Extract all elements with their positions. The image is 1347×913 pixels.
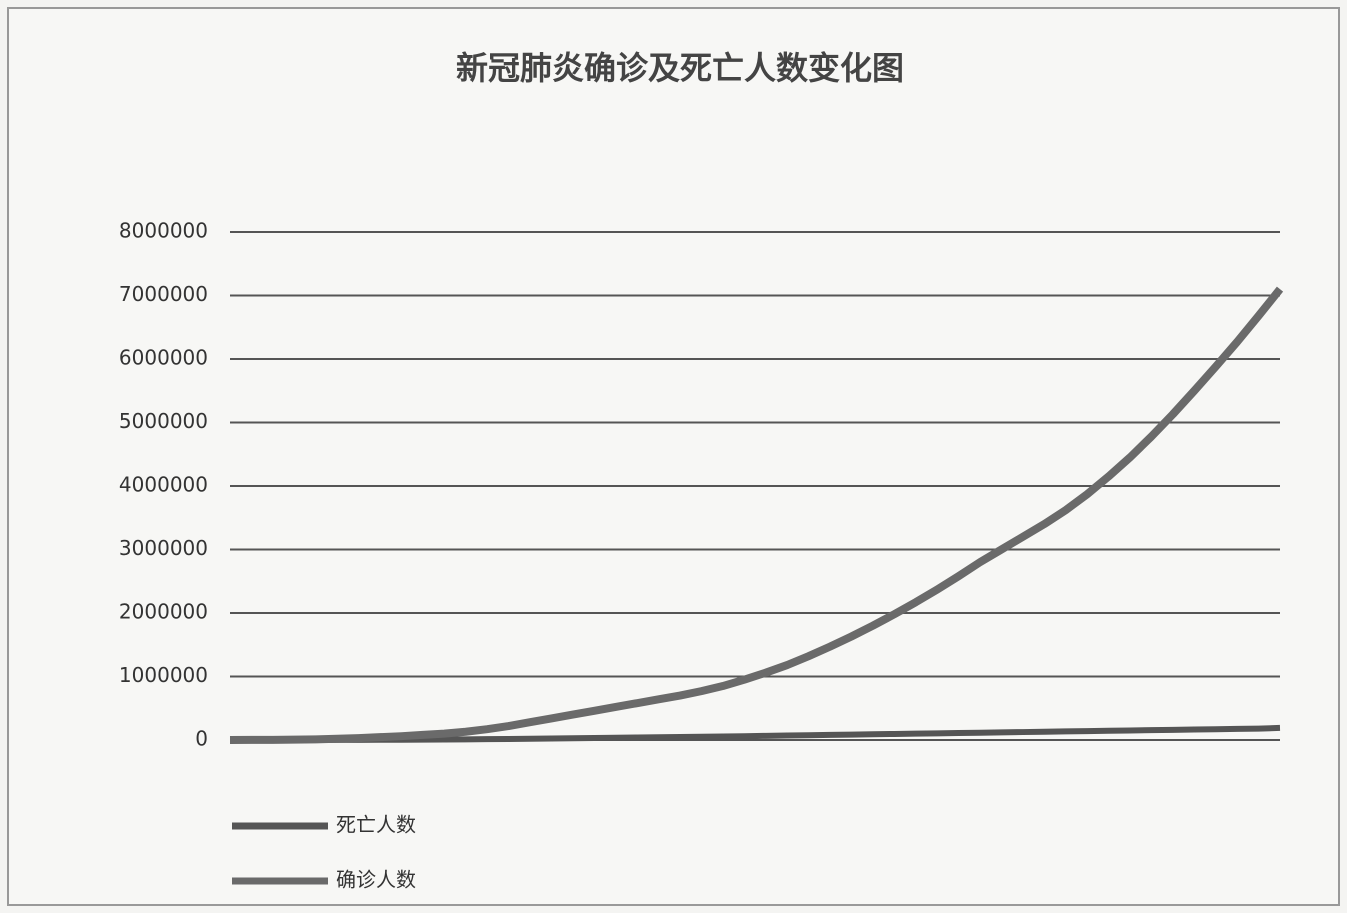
legend-label: 确诊人数 [336,868,416,892]
y-tick-label: 4000000 [119,473,208,497]
y-tick-label: 0 [195,727,208,751]
y-tick-label: 2000000 [119,600,208,624]
y-tick-label: 6000000 [119,346,208,370]
y-tick-label: 7000000 [119,282,208,306]
series-line [229,286,1284,744]
y-tick-label: 5000000 [119,409,208,433]
y-tick-label: 1000000 [119,663,208,687]
chart-title: 新冠肺炎确诊及死亡人数变化图 [456,49,904,87]
y-tick-label: 8000000 [119,219,208,243]
y-tick-label: 3000000 [119,536,208,560]
legend-label: 死亡人数 [336,813,416,837]
chart-frame [7,7,1340,906]
